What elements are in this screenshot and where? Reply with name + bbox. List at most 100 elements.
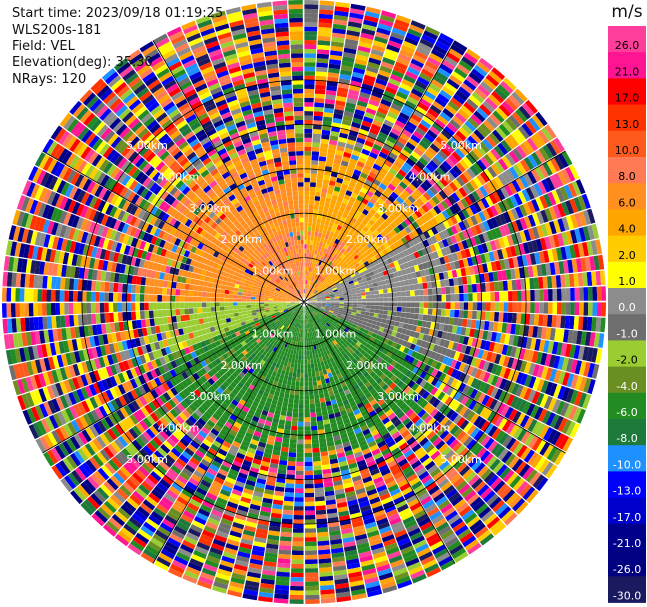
- velocity-gate: [362, 208, 369, 216]
- velocity-gate: [309, 249, 313, 254]
- velocity-gate: [436, 249, 444, 258]
- velocity-gate: [479, 123, 492, 135]
- velocity-gate: [330, 269, 336, 274]
- velocity-gate: [333, 265, 339, 271]
- velocity-gate: [510, 208, 520, 220]
- velocity-gate: [351, 239, 358, 246]
- velocity-gate: [405, 312, 410, 319]
- velocity-gate: [321, 233, 326, 239]
- velocity-gate: [314, 491, 325, 498]
- velocity-gate: [304, 44, 317, 50]
- velocity-gate: [582, 242, 589, 257]
- velocity-gate: [307, 266, 310, 272]
- velocity-gate: [393, 218, 401, 227]
- velocity-gate: [353, 113, 364, 121]
- velocity-gate: [320, 219, 326, 225]
- velocity-gate: [391, 267, 397, 273]
- velocity-gate: [370, 147, 380, 156]
- velocity-gate: [407, 28, 423, 38]
- velocity-gate: [374, 273, 380, 279]
- velocity-gate: [374, 36, 388, 44]
- velocity-gate: [375, 31, 390, 40]
- velocity-gate: [434, 118, 446, 129]
- velocity-gate: [312, 299, 318, 301]
- velocity-gate: [389, 262, 396, 269]
- velocity-gate: [406, 96, 419, 106]
- velocity-gate: [466, 98, 479, 110]
- velocity-gate: [580, 257, 587, 272]
- velocity-gate: [428, 302, 433, 309]
- velocity-gate: [418, 241, 426, 250]
- velocity-gate: [308, 341, 311, 347]
- velocity-gate: [375, 175, 384, 183]
- velocity-gate: [338, 293, 344, 297]
- velocity-gate: [471, 283, 477, 293]
- velocity-gate: [304, 75, 315, 81]
- velocity-gate: [378, 18, 394, 28]
- velocity-gate: [518, 125, 530, 140]
- velocity-gate: [367, 155, 376, 164]
- velocity-gate: [575, 179, 586, 195]
- velocity-gate: [324, 98, 336, 105]
- velocity-gate: [338, 271, 344, 276]
- velocity-gate: [395, 172, 405, 181]
- velocity-gate: [523, 156, 535, 170]
- velocity-gate: [316, 380, 322, 386]
- velocity-gate: [311, 160, 319, 165]
- velocity-gate: [418, 314, 424, 321]
- velocity-gate: [312, 297, 317, 300]
- velocity-gate: [442, 160, 452, 171]
- velocity-gate: [333, 253, 338, 259]
- velocity-gate: [454, 67, 468, 79]
- velocity-gate: [287, 403, 294, 408]
- velocity-gate: [414, 243, 422, 251]
- velocity-gate: [326, 300, 331, 302]
- velocity-gate: [511, 179, 522, 193]
- velocity-gate: [533, 277, 539, 289]
- velocity-gate: [476, 61, 491, 74]
- velocity-gate: [539, 302, 544, 314]
- velocity-gate: [442, 174, 452, 184]
- velocity-gate: [317, 44, 330, 51]
- velocity-gate: [304, 128, 313, 134]
- velocity-gate: [554, 261, 561, 275]
- velocity-gate: [383, 90, 396, 99]
- velocity-gate: [318, 13, 333, 20]
- velocity-gate: [297, 359, 301, 365]
- velocity-gate: [294, 390, 300, 396]
- velocity-gate: [324, 269, 329, 275]
- velocity-gate: [313, 289, 318, 293]
- velocity-gate: [511, 111, 525, 125]
- velocity-gate: [417, 207, 426, 216]
- velocity-gate: [481, 292, 487, 302]
- velocity-gate: [525, 302, 531, 313]
- velocity-gate: [364, 311, 370, 316]
- velocity-gate: [291, 568, 304, 573]
- velocity-gate: [364, 15, 379, 23]
- velocity-gate: [505, 97, 518, 111]
- velocity-gate: [516, 313, 522, 324]
- velocity-gate: [351, 121, 361, 129]
- velocity-gate: [404, 36, 419, 46]
- velocity-gate: [546, 276, 553, 289]
- velocity-gate: [348, 262, 355, 268]
- velocity-gate: [321, 303, 327, 306]
- velocity-gate: [333, 158, 342, 165]
- velocity-gate: [410, 307, 415, 314]
- velocity-gate: [434, 233, 442, 242]
- velocity-gate: [549, 221, 557, 235]
- velocity-gate: [407, 195, 416, 204]
- velocity-gate: [330, 217, 336, 224]
- velocity-gate: [336, 177, 344, 184]
- velocity-gate: [561, 231, 569, 246]
- velocity-gate: [401, 128, 413, 138]
- velocity-gate: [415, 218, 423, 227]
- velocity-gate: [397, 302, 402, 307]
- velocity-gate: [549, 262, 556, 275]
- velocity-gate: [534, 166, 545, 180]
- velocity-gate: [492, 191, 502, 203]
- velocity-gate: [503, 291, 509, 302]
- velocity-gate: [315, 223, 321, 229]
- velocity-gate: [288, 447, 297, 453]
- velocity-gate: [438, 212, 446, 222]
